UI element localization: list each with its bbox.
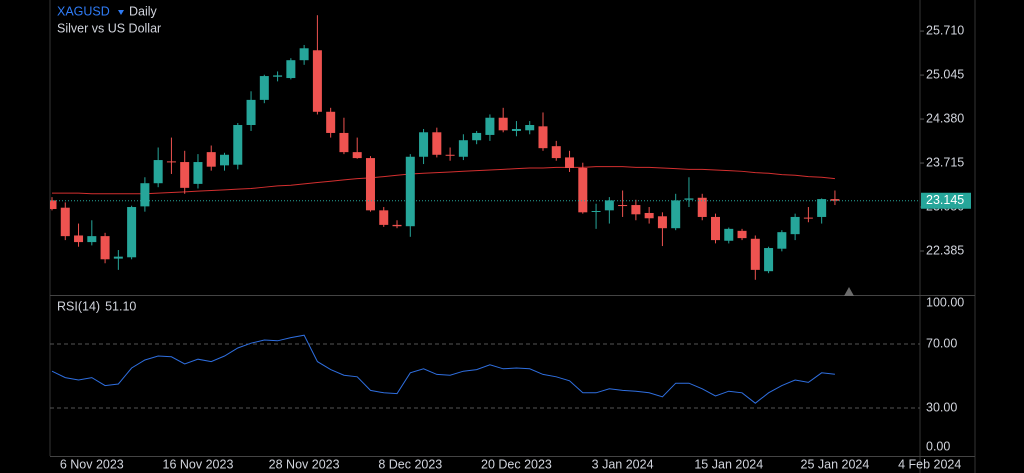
indicator-name: RSI(14) — [57, 299, 100, 313]
x-tick-label: 3 Jan 2024 — [592, 457, 654, 471]
candle-body — [432, 132, 442, 155]
candle-body — [737, 230, 747, 239]
candle-body — [671, 200, 681, 229]
candle-body — [485, 117, 495, 135]
candle-body — [618, 205, 628, 207]
x-tick-label: 16 Nov 2023 — [163, 457, 234, 471]
y-tick-label: 0.00 — [926, 439, 950, 453]
x-tick-label: 15 Jan 2024 — [694, 457, 763, 471]
candle-body — [803, 217, 813, 219]
candle-body — [326, 111, 336, 133]
candle-body — [697, 197, 707, 217]
candle-body — [498, 117, 508, 131]
candle-body — [750, 238, 760, 270]
candle-body — [604, 200, 614, 211]
candle-body — [565, 157, 575, 169]
y-tick-label: 25.045 — [926, 67, 964, 81]
candle-body — [365, 158, 375, 211]
candle-body — [657, 216, 667, 229]
candle-body — [817, 199, 827, 217]
candle-body — [312, 50, 322, 112]
candle-body — [180, 162, 190, 188]
candle-body — [684, 198, 694, 200]
candle-body — [724, 228, 734, 241]
candle-body — [127, 207, 137, 258]
candle-body — [830, 199, 840, 201]
moving-average — [52, 166, 835, 195]
last-price-label: 23.145 — [926, 193, 964, 207]
marker — [844, 287, 854, 296]
x-tick-label: 25 Jan 2024 — [801, 457, 870, 471]
last-price-box — [921, 192, 971, 209]
x-tick-label: 8 Dec 2023 — [378, 457, 442, 471]
candle-body — [405, 156, 415, 227]
x-tick-label: 6 Nov 2023 — [60, 457, 124, 471]
candle-body — [193, 162, 203, 184]
y-tick-label: 22.385 — [926, 243, 964, 257]
y-tick-label: 24.380 — [926, 111, 964, 125]
candle-body — [764, 248, 774, 272]
interval: Daily — [129, 4, 158, 18]
candle-body — [644, 212, 654, 219]
candle-body — [352, 152, 362, 159]
rsi-line — [51, 334, 835, 404]
candle-body — [153, 160, 163, 184]
candle-body — [790, 216, 800, 235]
subtitle: Silver vs US Dollar — [57, 21, 161, 35]
candle-body — [246, 99, 256, 126]
y-tick-label: 25.710 — [926, 23, 964, 37]
candle-body — [458, 140, 468, 157]
candle-body — [511, 128, 521, 131]
candle-body — [631, 205, 641, 215]
candle-body — [286, 60, 296, 79]
candle-body — [525, 125, 535, 131]
candle-body — [87, 236, 97, 243]
x-tick-label: 4 Feb 2024 — [898, 457, 961, 471]
candle-body — [233, 125, 243, 165]
y-tick-label: 100.00 — [926, 295, 964, 309]
axes: 25.71025.04524.38023.71523.05022.38523.1… — [57, 23, 971, 471]
y-tick-label: 70.00 — [926, 336, 957, 350]
candle-body — [166, 161, 176, 163]
candle-body — [445, 154, 455, 156]
y-tick-label: 30.00 — [926, 400, 957, 414]
rsi-panel — [50, 334, 920, 409]
indicator-value: 51.10 — [105, 299, 136, 313]
candle-body — [273, 75, 283, 77]
candle-body — [299, 48, 309, 61]
symbol[interactable]: XAGUSD — [57, 4, 110, 18]
candle-body — [379, 210, 389, 225]
candle-body — [220, 154, 230, 166]
candle-body — [711, 216, 720, 241]
candle-body — [60, 207, 70, 237]
candle-body — [74, 235, 84, 243]
x-tick-label: 28 Nov 2023 — [269, 457, 340, 471]
x-tick-label: 20 Dec 2023 — [481, 457, 552, 471]
candle-body — [140, 183, 150, 207]
candle-body — [50, 200, 57, 210]
candle-body — [538, 126, 548, 149]
candle-body — [419, 132, 429, 157]
candle-body — [578, 168, 588, 213]
candle-body — [206, 152, 216, 167]
candle-body — [472, 132, 482, 141]
candle-body — [339, 132, 349, 153]
candle-body — [100, 236, 110, 260]
candle-body — [551, 146, 561, 159]
candle-body — [113, 256, 123, 259]
candle-body — [259, 76, 269, 100]
candle-body — [392, 224, 402, 227]
candle-body — [777, 232, 787, 249]
y-tick-label: 23.715 — [926, 155, 964, 169]
candle-body — [591, 210, 601, 212]
price-panel — [50, 15, 920, 280]
symbol-caret[interactable] — [118, 10, 124, 15]
